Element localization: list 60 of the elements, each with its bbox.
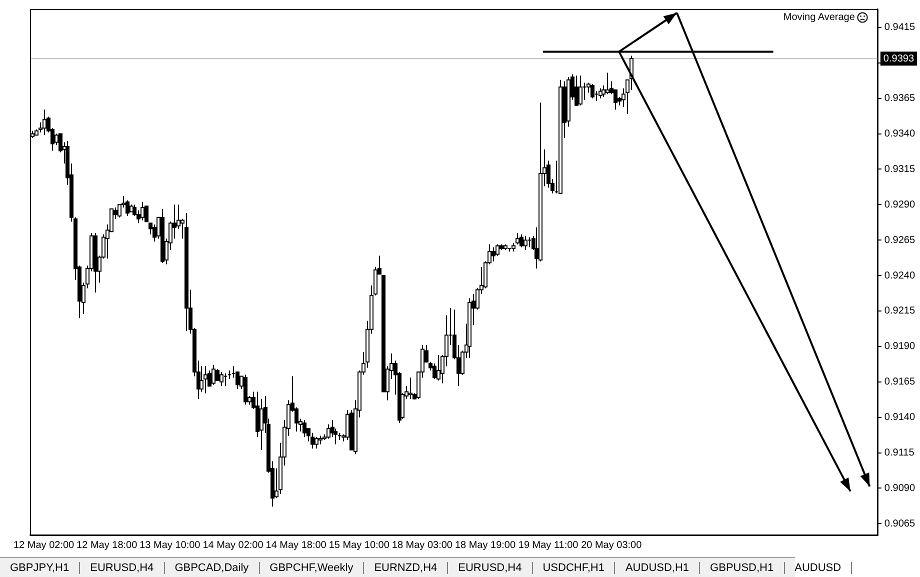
y-tick-label: 0.9415 [884, 22, 916, 34]
y-tick-label: 0.9315 [884, 164, 916, 175]
y-tick-label: 0.9340 [884, 128, 916, 140]
y-tick-label: 0.9140 [884, 412, 916, 424]
y-tick-label: 0.9190 [884, 341, 916, 352]
candlestick [574, 75, 578, 106]
candlestick [326, 424, 330, 440]
y-tick-label: 0.9215 [884, 306, 916, 317]
annotation: Moving Average [783, 12, 855, 23]
x-tick-label: 18 May 03:00 [392, 540, 453, 551]
x-tick-label: 20 May 03:00 [581, 540, 642, 551]
candlestick [302, 420, 306, 438]
x-tick-label: 14 May 18:00 [266, 540, 327, 551]
x-tick-label: 12 May 02:00 [13, 540, 75, 551]
candlestick [578, 75, 582, 106]
x-tick-label: 13 May 10:00 [140, 540, 201, 551]
text: AUDUSD [784, 562, 852, 574]
text: GBPCHF,Weekly [260, 562, 364, 574]
candlestick [200, 366, 204, 392]
text: EURUSD,H4 [448, 562, 533, 574]
candlestick [126, 200, 130, 216]
candlestick [606, 72, 610, 95]
x-tick-label: 12 May 18:00 [76, 540, 138, 551]
y-tick-label: 0.9365 [884, 93, 916, 104]
candlestick [492, 246, 496, 262]
candlestick [590, 84, 594, 99]
candlestick [204, 366, 208, 394]
x-tick-label: 15 May 10:00 [328, 540, 390, 551]
y-tick-label: 0.9115 [884, 448, 915, 459]
x-tick-label: 14 May 02:00 [202, 540, 264, 551]
x-tick-label: 19 May 11:00 [518, 540, 579, 551]
candlestick [520, 234, 524, 248]
text: EURUSD,H4 [80, 562, 165, 574]
candlestick [140, 201, 144, 221]
text: AUDUSD,H1 [615, 562, 700, 574]
candlestick [598, 88, 602, 99]
candlestick [220, 371, 224, 387]
candlestick [310, 432, 314, 450]
candlestick [314, 436, 318, 450]
y-tick-label: 0.9165 [884, 376, 916, 388]
text: USDCHF,H1 [532, 562, 616, 574]
ref-line-label: 0.9393 [883, 53, 914, 64]
candlestick [436, 354, 440, 381]
candlestick [524, 235, 528, 251]
text: EURNZD,H4 [364, 562, 448, 574]
text: GBPUSD,H1 [700, 562, 785, 574]
candlestick [408, 377, 412, 400]
y-tick-label: 0.9065 [884, 518, 916, 530]
text: GBPCAD,Daily [164, 562, 260, 574]
text: GBPJPY,H1 [0, 562, 80, 574]
x-tick-label: 18 May 19:00 [454, 540, 516, 551]
y-tick-label: 0.9240 [884, 270, 916, 282]
y-tick-label: 0.9265 [884, 234, 916, 246]
candlestick [172, 204, 176, 240]
candlestick [212, 364, 216, 386]
y-tick-label: 0.9290 [884, 199, 916, 210]
y-tick-label: 0.9090 [884, 482, 916, 494]
candlestick [260, 398, 264, 450]
candlestick [42, 109, 46, 136]
candlestick [144, 206, 148, 222]
